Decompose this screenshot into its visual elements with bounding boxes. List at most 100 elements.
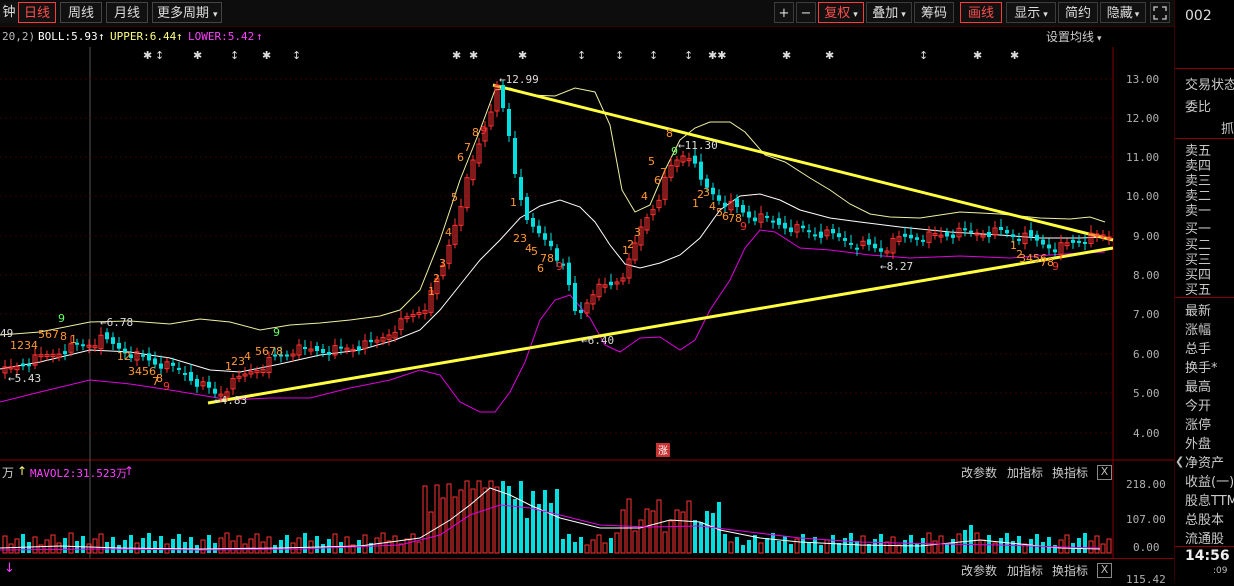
hide-dropdown[interactable]: 隐藏 ▾ xyxy=(1100,2,1146,23)
volume-bar xyxy=(992,542,998,554)
set-ma-button[interactable]: 设置均线 ▾ xyxy=(1046,27,1102,49)
candle-body xyxy=(609,281,613,286)
quote-field: 抓 xyxy=(1221,122,1234,137)
candle-body xyxy=(2,366,8,374)
chevron-down-icon: ▾ xyxy=(1134,10,1140,20)
chips-button[interactable]: 筹码 xyxy=(914,2,954,23)
volume-bar xyxy=(926,532,932,554)
volume-bar xyxy=(230,540,236,554)
volume-bar xyxy=(567,534,571,553)
volume-bar xyxy=(680,511,686,554)
volume-bar xyxy=(705,511,709,553)
switch-indicator-button[interactable]: 换指标 xyxy=(1052,564,1089,578)
volume-bar xyxy=(837,543,841,553)
fuquan-dropdown[interactable]: 复权 ▾ xyxy=(818,2,864,23)
candle-body xyxy=(81,344,85,347)
price-tick: 10.00 xyxy=(1126,190,1160,203)
volume-bar xyxy=(482,487,488,554)
volume-bar xyxy=(519,481,523,553)
collapse-arrow-icon[interactable]: ❮ xyxy=(1175,455,1185,468)
close-icon[interactable]: X xyxy=(1097,465,1112,480)
more-period-dropdown[interactable]: 更多周期 ▾ xyxy=(152,2,222,23)
candle-body xyxy=(153,358,157,365)
volume-bar xyxy=(213,543,217,553)
bid-4: 买四 xyxy=(1185,268,1212,283)
candle-body xyxy=(27,364,31,367)
tab-weekly[interactable]: 周线 xyxy=(60,2,102,23)
svg-text:1: 1 xyxy=(1010,239,1017,252)
clock-seconds: :09 xyxy=(1213,566,1228,576)
volume-bar xyxy=(1047,537,1051,553)
add-indicator-button[interactable]: 加指标 xyxy=(1007,564,1044,578)
tab-daily[interactable]: 日线 xyxy=(18,2,56,23)
candle-body xyxy=(1053,249,1057,253)
ask-2: 卖二 xyxy=(1185,189,1212,204)
volume-bar xyxy=(620,509,626,554)
add-indicator-button[interactable]: 加指标 xyxy=(1007,466,1044,480)
fullscreen-icon[interactable] xyxy=(1150,2,1170,23)
candle-body xyxy=(567,262,571,285)
svg-text:78: 78 xyxy=(540,252,554,265)
switch-indicator-button[interactable]: 换指标 xyxy=(1052,466,1089,480)
candle-body xyxy=(285,354,289,357)
candle-body xyxy=(344,347,350,351)
candle-body xyxy=(218,393,224,397)
candle-body xyxy=(266,357,272,373)
candle-body xyxy=(711,187,715,195)
zoom-in-button[interactable]: + xyxy=(774,2,794,23)
up-arrow-icon: ↑ xyxy=(17,464,28,478)
volume-bar xyxy=(783,536,787,553)
svg-text:7: 7 xyxy=(152,375,159,388)
volume-bar xyxy=(327,539,331,553)
candle-body xyxy=(105,332,109,340)
draw-line-button[interactable]: 画线 xyxy=(960,2,1002,23)
volume-bar xyxy=(747,540,751,553)
zoom-out-button[interactable]: − xyxy=(796,2,816,23)
candle-body xyxy=(884,250,890,254)
volume-bar xyxy=(200,539,206,554)
candle-body xyxy=(909,234,913,239)
overlay-dropdown[interactable]: 叠加 ▾ xyxy=(866,2,912,23)
candle-body xyxy=(596,283,602,298)
volume-bar xyxy=(507,486,511,553)
candle-body xyxy=(963,228,967,231)
candle-body xyxy=(470,159,476,181)
candle-body xyxy=(938,234,944,238)
svg-text:2: 2 xyxy=(627,238,634,251)
volume-bar xyxy=(315,536,319,553)
svg-text:3456: 3456 xyxy=(1019,252,1047,265)
volume-bar xyxy=(416,541,422,554)
display-dropdown[interactable]: 显示 ▾ xyxy=(1006,2,1056,23)
candle-body xyxy=(735,198,739,207)
change-params-button[interactable]: 改参数 xyxy=(961,564,998,578)
partial-axis-value: 115.42 xyxy=(1126,573,1166,586)
volume-bar xyxy=(207,535,211,553)
candle-body xyxy=(896,236,902,242)
change-params-button[interactable]: 改参数 xyxy=(961,466,998,480)
candle-body xyxy=(134,351,140,361)
svg-text:9: 9 xyxy=(480,124,487,137)
tab-monthly[interactable]: 月线 xyxy=(106,2,148,23)
candle-body xyxy=(537,225,541,234)
candle-body xyxy=(602,284,608,288)
svg-text:6: 6 xyxy=(537,262,544,275)
volume-bar xyxy=(1094,535,1100,554)
volume-bar xyxy=(758,542,764,554)
svg-text:5: 5 xyxy=(716,206,723,219)
candle-body xyxy=(327,352,331,355)
volume-bar xyxy=(801,534,805,553)
lower-value: LOWER:5.42 xyxy=(188,30,255,43)
candle-body xyxy=(644,217,650,231)
simple-mode-button[interactable]: 简约 xyxy=(1058,2,1098,23)
bid-3: 买三 xyxy=(1185,253,1212,268)
svg-text:1: 1 xyxy=(692,197,699,210)
svg-text:78: 78 xyxy=(1040,256,1054,269)
candle-body xyxy=(332,345,338,356)
display-label: 显示 xyxy=(1014,6,1041,21)
toolbar-left-fragment: 钟 xyxy=(0,2,18,23)
close-icon[interactable]: X xyxy=(1097,563,1112,578)
quote-field: 总手 xyxy=(1185,342,1212,357)
up-arrow-icon: ↑ xyxy=(176,30,183,43)
candle-body xyxy=(1047,244,1051,249)
